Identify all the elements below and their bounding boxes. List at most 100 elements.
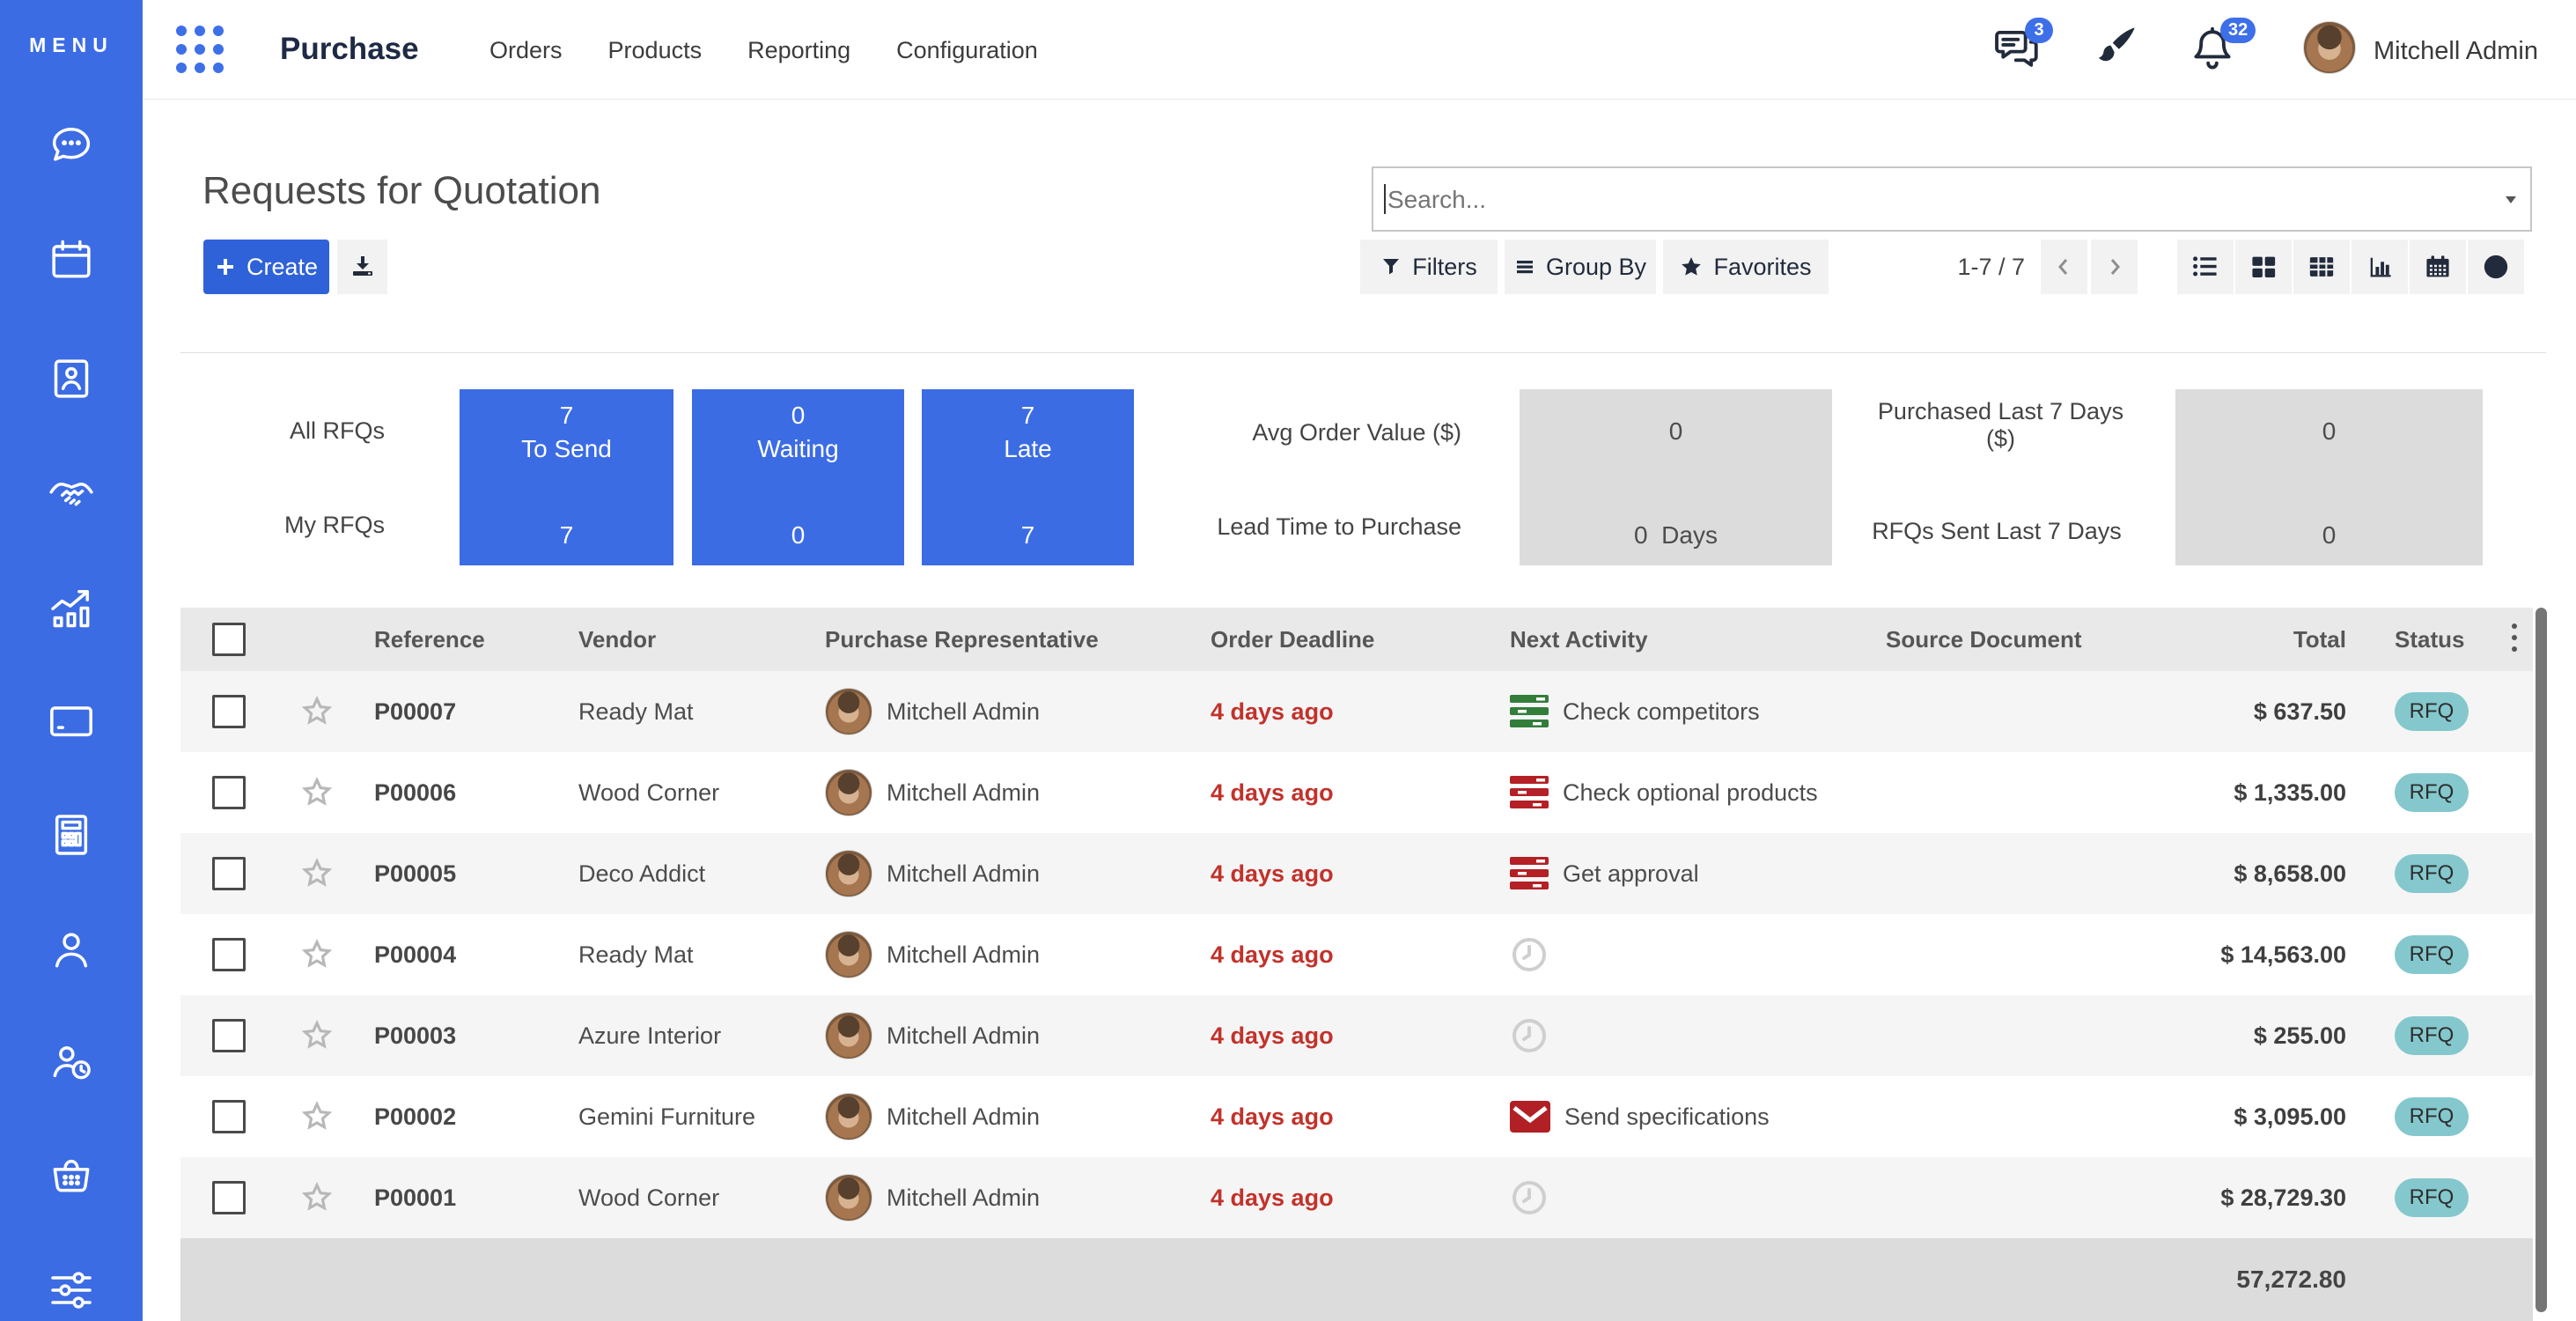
pivot-view-button[interactable] (2293, 240, 2350, 294)
row-checkbox[interactable] (212, 1019, 246, 1052)
next-activity-cell[interactable] (1505, 1178, 1884, 1217)
row-checkbox[interactable] (212, 695, 246, 728)
status-badge: RFQ (2395, 935, 2469, 974)
attendance-icon[interactable] (47, 1037, 96, 1086)
lead-time-value: 0 Days (1634, 521, 1718, 549)
week-metrics-tile: 0 0 (2175, 389, 2483, 565)
favorites-button[interactable]: Favorites (1663, 240, 1829, 294)
vertical-scrollbar[interactable] (2536, 608, 2547, 1312)
export-button[interactable] (337, 240, 387, 294)
col-status[interactable]: Status (2395, 625, 2465, 653)
purchase-basket-icon[interactable] (47, 1149, 96, 1199)
download-icon (352, 256, 372, 276)
table-row[interactable]: P00003 Azure Interior Mitchell Admin 4 d… (180, 995, 2533, 1076)
filters-button[interactable]: Filters (1360, 240, 1498, 294)
next-activity-cell[interactable]: Get approval (1505, 857, 1884, 890)
col-activity[interactable]: Next Activity (1510, 625, 1648, 653)
notifications-badge: 32 (2220, 18, 2256, 43)
favorite-star-icon[interactable] (277, 1181, 357, 1214)
tile-to-send[interactable]: 7 To Send 7 (460, 389, 673, 565)
status-badge: RFQ (2395, 692, 2469, 731)
table-row[interactable]: P00005 Deco Addict Mitchell Admin 4 days… (180, 833, 2533, 914)
rep-avatar (825, 1174, 872, 1221)
group-by-button[interactable]: Group By (1505, 240, 1656, 294)
calendar-view-icon (2426, 255, 2449, 277)
tile-late[interactable]: 7 Late 7 (922, 389, 1134, 565)
divider (180, 352, 2546, 353)
col-rep[interactable]: Purchase Representative (825, 625, 1099, 653)
row-checkbox[interactable] (212, 857, 246, 890)
search-box (1372, 166, 2532, 232)
tile-waiting[interactable]: 0 Waiting 0 (692, 389, 904, 565)
table-row[interactable]: P00002 Gemini Furniture Mitchell Admin 4… (180, 1076, 2533, 1157)
pager-prev-button[interactable] (2041, 240, 2087, 294)
next-activity-cell[interactable]: Send specifications (1505, 1101, 1884, 1133)
calendar-icon[interactable] (47, 235, 96, 284)
menu-orders[interactable]: Orders (489, 37, 563, 63)
pager-next-button[interactable] (2091, 240, 2138, 294)
next-activity-cell[interactable] (1505, 935, 1884, 974)
sales-chart-icon[interactable] (47, 583, 96, 632)
my-rfqs-label[interactable]: My RFQs (284, 512, 385, 538)
activity-view-button[interactable] (2468, 240, 2524, 294)
next-activity-cell[interactable] (1505, 1016, 1884, 1055)
favorite-star-icon[interactable] (277, 938, 357, 971)
graph-view-button[interactable] (2352, 240, 2408, 294)
avg-order-value: 0 (1668, 417, 1683, 445)
user-name[interactable]: Mitchell Admin (2374, 37, 2538, 65)
calendar-view-button[interactable] (2410, 240, 2466, 294)
create-button[interactable]: Create (203, 240, 329, 294)
favorite-star-icon[interactable] (277, 1100, 357, 1133)
menu-label[interactable]: MENU (29, 33, 114, 56)
avg-metrics-tile: 0 0 Days (1520, 389, 1832, 565)
search-input[interactable] (1386, 168, 2481, 232)
discuss-icon[interactable] (47, 121, 96, 170)
avg-order-value-label: Avg Order Value ($) (1252, 419, 1461, 446)
col-source[interactable]: Source Document (1886, 625, 2082, 653)
row-checkbox[interactable] (212, 776, 246, 809)
next-activity-cell[interactable]: Check optional products (1505, 776, 1884, 809)
select-all-checkbox[interactable] (212, 623, 246, 656)
menu-configuration[interactable]: Configuration (896, 37, 1038, 63)
menu-reporting[interactable]: Reporting (747, 37, 851, 63)
favorite-star-icon[interactable] (277, 857, 357, 890)
chevron-right-icon (2110, 259, 2120, 275)
activity-tasks-icon (1510, 695, 1549, 727)
status-badge: RFQ (2395, 1097, 2469, 1136)
favorite-star-icon[interactable] (277, 776, 357, 809)
table-row[interactable]: P00004 Ready Mat Mitchell Admin 4 days a… (180, 914, 2533, 995)
next-activity-cell[interactable]: Check competitors (1505, 695, 1884, 728)
col-deadline[interactable]: Order Deadline (1211, 625, 1375, 653)
favorite-star-icon[interactable] (277, 695, 357, 728)
menu-products[interactable]: Products (607, 37, 703, 63)
apps-grid-icon[interactable] (176, 26, 224, 73)
col-total[interactable]: Total (2293, 625, 2346, 653)
top-navbar: Purchase Orders Products Reporting Confi… (143, 0, 2576, 100)
all-rfqs-label[interactable]: All RFQs (290, 417, 385, 444)
rep-avatar (825, 688, 872, 735)
col-reference[interactable]: Reference (374, 625, 485, 653)
col-vendor[interactable]: Vendor (578, 625, 657, 653)
accounting-calculator-icon[interactable] (47, 810, 96, 860)
card-icon[interactable] (47, 696, 96, 745)
table-row[interactable]: P00007 Ready Mat Mitchell Admin 4 days a… (180, 671, 2533, 752)
row-checkbox[interactable] (212, 1181, 246, 1214)
settings-sliders-icon[interactable] (47, 1266, 96, 1315)
contacts-icon[interactable] (47, 354, 96, 403)
app-title[interactable]: Purchase (280, 32, 419, 66)
list-view-button[interactable] (2177, 240, 2234, 294)
row-checkbox[interactable] (212, 1100, 246, 1133)
search-dropdown-caret-icon[interactable] (2506, 196, 2516, 203)
crm-handshake-icon[interactable] (47, 469, 96, 518)
table-row[interactable]: P00001 Wood Corner Mitchell Admin 4 days… (180, 1157, 2533, 1238)
table-row[interactable]: P00006 Wood Corner Mitchell Admin 4 days… (180, 752, 2533, 833)
employees-icon[interactable] (47, 925, 96, 974)
notifications-bell-icon[interactable] (2187, 23, 2238, 78)
row-checkbox[interactable] (212, 938, 246, 971)
chevron-left-icon (2057, 259, 2067, 275)
user-avatar[interactable] (2303, 21, 2356, 74)
theme-brush-icon[interactable] (2088, 23, 2139, 78)
favorite-star-icon[interactable] (277, 1019, 357, 1052)
optional-columns-icon[interactable] (2512, 624, 2519, 657)
kanban-view-button[interactable] (2235, 240, 2292, 294)
